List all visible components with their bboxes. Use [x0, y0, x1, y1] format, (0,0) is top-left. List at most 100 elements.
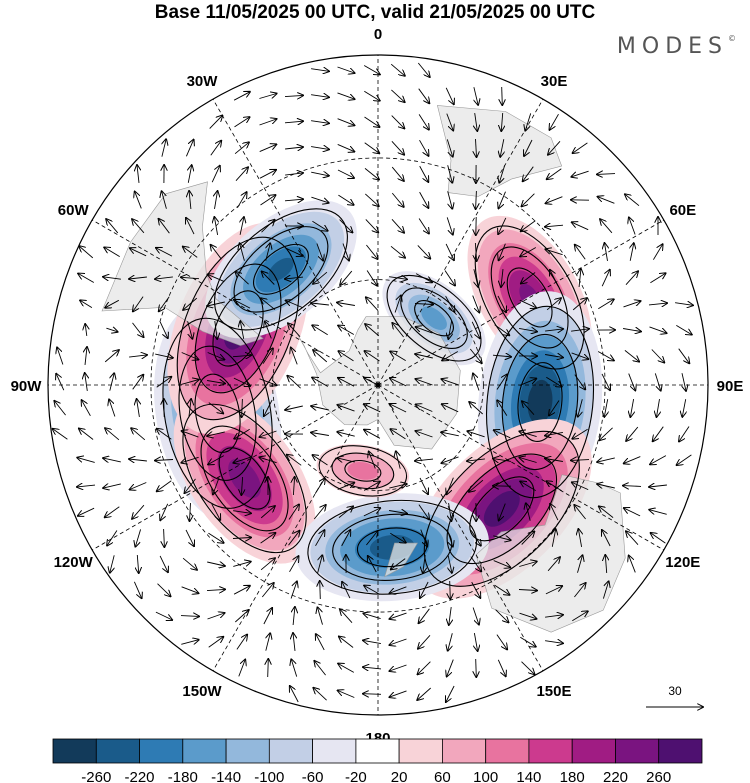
- wind-arrow: [232, 538, 251, 539]
- wind-arrow: [266, 633, 270, 651]
- contour-line: [212, 290, 264, 367]
- wind-arrow: [183, 297, 198, 310]
- wind-arrow: [449, 503, 452, 521]
- wind-arrow: [338, 194, 353, 205]
- wind-arrow: [262, 272, 275, 285]
- meridian-line: [377, 188, 708, 386]
- wind-arrow: [390, 612, 407, 619]
- wind-arrow: [416, 405, 433, 412]
- wind-arrow: [447, 191, 453, 208]
- wind-arrow: [314, 661, 326, 676]
- wind-arrow: [320, 581, 321, 600]
- contour-line: [423, 430, 580, 587]
- wind-arrow: [416, 431, 433, 438]
- longitude-label: 90W: [11, 378, 43, 395]
- longitude-label: 120W: [54, 554, 94, 571]
- wind-arrow: [364, 430, 381, 439]
- wind-arrow: [467, 459, 485, 461]
- wind-arrow: [605, 243, 608, 261]
- wind-arrow: [473, 374, 480, 391]
- wind-arrow: [188, 165, 191, 183]
- colorbar-swatch: [52, 738, 97, 764]
- wind-arrow: [392, 323, 404, 338]
- wind-arrow: [78, 274, 95, 283]
- wind-arrow: [677, 454, 692, 465]
- wind-arrow: [391, 429, 406, 440]
- colorbar-swatch: [225, 738, 270, 764]
- wind-arrow: [105, 428, 120, 441]
- wind-arrow: [363, 508, 380, 517]
- wind-arrow: [471, 321, 480, 338]
- wind-arrow: [417, 62, 429, 77]
- wind-arrow: [185, 140, 193, 157]
- wind-arrow: [293, 477, 294, 496]
- wind-arrow: [550, 270, 559, 287]
- wind-arrow: [285, 173, 303, 175]
- wind-arrow: [207, 352, 225, 360]
- wind-arrow: [447, 165, 453, 182]
- wind-arrow: [131, 428, 146, 441]
- wind-arrow: [499, 243, 506, 261]
- wind-arrow: [157, 429, 172, 440]
- wind-arrow: [315, 530, 325, 547]
- wind-arrow: [571, 170, 589, 177]
- wind-arrow: [208, 637, 224, 648]
- wind-arrow: [238, 660, 245, 677]
- wind-arrow: [85, 324, 87, 336]
- wind-arrow: [475, 113, 478, 131]
- colorbar-tick-label: 60: [434, 769, 451, 783]
- wind-arrow: [162, 191, 167, 209]
- wind-arrow: [574, 583, 585, 598]
- wind-arrow: [241, 476, 242, 495]
- wind-arrow: [135, 192, 142, 209]
- wind-arrow: [418, 504, 429, 520]
- wind-arrow: [208, 402, 223, 414]
- wind-arrow: [682, 399, 685, 417]
- wind-arrow: [366, 244, 377, 259]
- colorbar-tick-label: -260: [81, 769, 111, 783]
- wind-arrow: [259, 170, 276, 179]
- wind-arrow: [135, 529, 142, 546]
- wind-arrow: [649, 510, 667, 515]
- colorbar-tick-label: -220: [124, 769, 154, 783]
- colorbar-swatch: [398, 738, 443, 764]
- anomaly-band: [527, 379, 553, 425]
- wind-arrow: [501, 269, 503, 287]
- colorbar-tick-label: -60: [302, 769, 324, 783]
- wind-arrow: [445, 87, 454, 104]
- contour-line: [178, 345, 257, 481]
- colorbar-tick-label: -20: [345, 769, 367, 783]
- contour-line: [517, 362, 563, 442]
- contour-line: [200, 425, 289, 532]
- wind-arrow: [160, 503, 169, 520]
- wind-arrow: [316, 634, 325, 651]
- meridian-line: [377, 55, 575, 386]
- wind-arrow: [187, 321, 193, 338]
- wind-arrow: [312, 325, 328, 336]
- wind-arrow: [577, 555, 583, 573]
- wind-arrow: [317, 555, 323, 573]
- contour-line: [253, 243, 309, 295]
- wind-arrow: [653, 426, 664, 442]
- wind-arrow: [496, 375, 507, 390]
- wind-arrow: [519, 299, 536, 308]
- wind-arrow: [525, 113, 532, 130]
- wind-arrow: [365, 351, 380, 362]
- wind-arrow: [133, 296, 144, 312]
- wind-arrow: [522, 401, 535, 416]
- wind-arrow: [208, 274, 225, 283]
- wind-arrow: [185, 529, 194, 546]
- wind-arrow: [630, 243, 634, 261]
- wind-arrow: [493, 459, 511, 462]
- wind-arrow: [311, 95, 329, 98]
- wind-arrow: [391, 558, 406, 570]
- colorbar-swatch: [615, 738, 660, 764]
- wind-arrow: [363, 694, 382, 695]
- wind-arrow: [186, 218, 195, 235]
- wind-arrow: [130, 248, 147, 257]
- wind-arrow: [419, 139, 429, 156]
- wind-arrow: [368, 556, 377, 573]
- wind-arrow: [493, 560, 511, 568]
- wind-arrow: [363, 482, 380, 491]
- wind-arrow: [365, 324, 380, 337]
